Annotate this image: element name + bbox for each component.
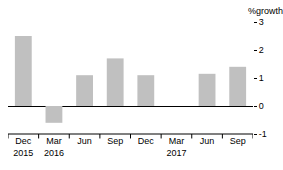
svg-text:%growth: %growth	[248, 6, 283, 16]
svg-text:Mar2017: Mar2017	[166, 136, 186, 158]
svg-text:Jun: Jun	[200, 136, 215, 146]
svg-text:0: 0	[259, 101, 264, 111]
svg-text:2: 2	[259, 45, 264, 55]
svg-text:3: 3	[259, 17, 264, 27]
svg-text:Jun: Jun	[77, 136, 92, 146]
svg-text:Sep: Sep	[230, 136, 246, 146]
svg-text:Dec2015: Dec2015	[13, 136, 33, 158]
svg-text:1: 1	[259, 73, 264, 83]
svg-text:-1: -1	[259, 129, 267, 139]
svg-text:Dec: Dec	[138, 136, 155, 146]
svg-text:Mar2016: Mar2016	[44, 136, 64, 158]
svg-text:Sep: Sep	[107, 136, 123, 146]
